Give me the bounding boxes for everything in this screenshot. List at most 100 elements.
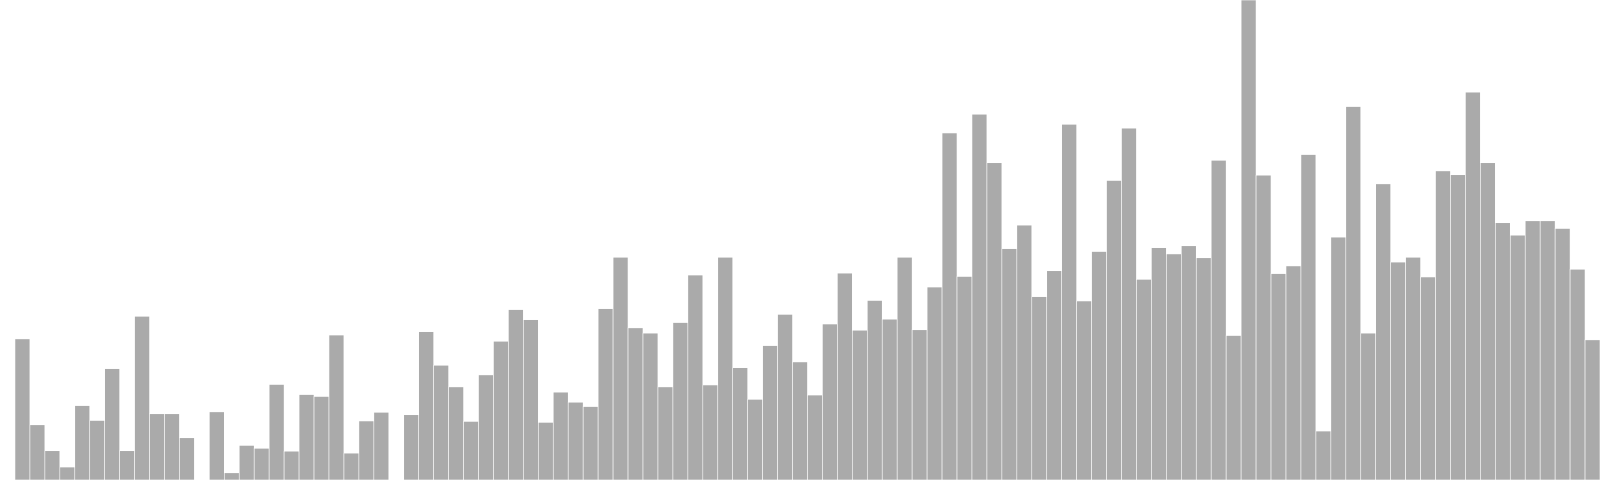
bar (1420, 276, 1436, 480)
bar (209, 411, 225, 480)
bar (1151, 247, 1167, 480)
bar (1166, 253, 1182, 480)
bar (1360, 332, 1376, 480)
bar (253, 448, 270, 480)
bar (1569, 268, 1586, 480)
bar (986, 162, 1003, 480)
bar (837, 272, 853, 480)
bar (852, 329, 868, 480)
bar (911, 329, 928, 480)
bar (74, 405, 91, 480)
bar (672, 322, 689, 480)
bar (1345, 106, 1362, 480)
bar (59, 466, 76, 480)
bar (1539, 220, 1556, 480)
bar (1390, 261, 1406, 480)
bar (1046, 270, 1062, 480)
bar (866, 300, 883, 480)
bar (1509, 234, 1526, 480)
bar (224, 472, 240, 480)
bar (1554, 228, 1571, 480)
bar (1480, 162, 1496, 480)
bar (164, 413, 180, 480)
bar (538, 422, 554, 480)
bar (1375, 183, 1391, 480)
bar (1285, 265, 1302, 480)
bar (1450, 174, 1466, 480)
bar (792, 361, 808, 480)
bar (1584, 339, 1600, 480)
bar (493, 340, 509, 480)
bar (762, 345, 778, 480)
bar (1061, 124, 1077, 480)
bar (896, 256, 913, 480)
bar (373, 412, 390, 480)
bar (29, 424, 46, 480)
bar (119, 450, 135, 480)
bar (1240, 0, 1257, 480)
bar (642, 332, 659, 480)
bar (1106, 180, 1122, 480)
bar (1524, 220, 1541, 480)
bar (687, 274, 704, 480)
bar (822, 323, 838, 480)
bar (702, 384, 719, 480)
bar (104, 368, 120, 480)
bar (1181, 245, 1197, 480)
bar (956, 276, 973, 480)
bar (657, 386, 674, 480)
bar (478, 374, 494, 480)
bar (971, 113, 988, 480)
bar (1016, 224, 1033, 480)
bar (627, 327, 644, 480)
bar (552, 391, 569, 480)
bar (448, 386, 464, 480)
bar (926, 286, 943, 480)
bar (1210, 160, 1227, 480)
bar (523, 319, 539, 480)
bar (328, 334, 345, 480)
bar (1495, 222, 1511, 480)
bar (597, 308, 614, 480)
bar (268, 384, 285, 480)
bar (358, 420, 375, 480)
bar (403, 414, 419, 480)
bar (1076, 300, 1092, 480)
bar (567, 401, 584, 480)
bar (1435, 170, 1451, 480)
bar (807, 394, 823, 480)
bar (433, 364, 449, 480)
bar (582, 406, 599, 480)
bar (1330, 236, 1347, 480)
bar (941, 132, 958, 480)
bar (89, 420, 105, 480)
bar (777, 314, 793, 480)
bar (298, 394, 315, 480)
bar (732, 367, 748, 480)
bar (1121, 127, 1137, 480)
bar (179, 437, 195, 480)
bar (747, 399, 763, 480)
bar (149, 413, 165, 480)
bar (1136, 279, 1152, 480)
bar (1225, 335, 1242, 480)
bar (44, 450, 61, 480)
bar (1091, 251, 1107, 480)
bar (717, 256, 734, 480)
bar (881, 318, 898, 480)
bar (1300, 154, 1317, 480)
bar (1255, 174, 1272, 480)
bar (1315, 430, 1332, 480)
bar (418, 331, 434, 480)
bar (313, 396, 330, 480)
bar (283, 450, 300, 480)
bar (1405, 256, 1421, 480)
bar (508, 309, 524, 480)
bar (1001, 248, 1018, 480)
bar (463, 421, 479, 480)
bar (343, 452, 360, 480)
bar (1465, 91, 1481, 480)
bar (1195, 257, 1212, 480)
bar (14, 338, 31, 480)
